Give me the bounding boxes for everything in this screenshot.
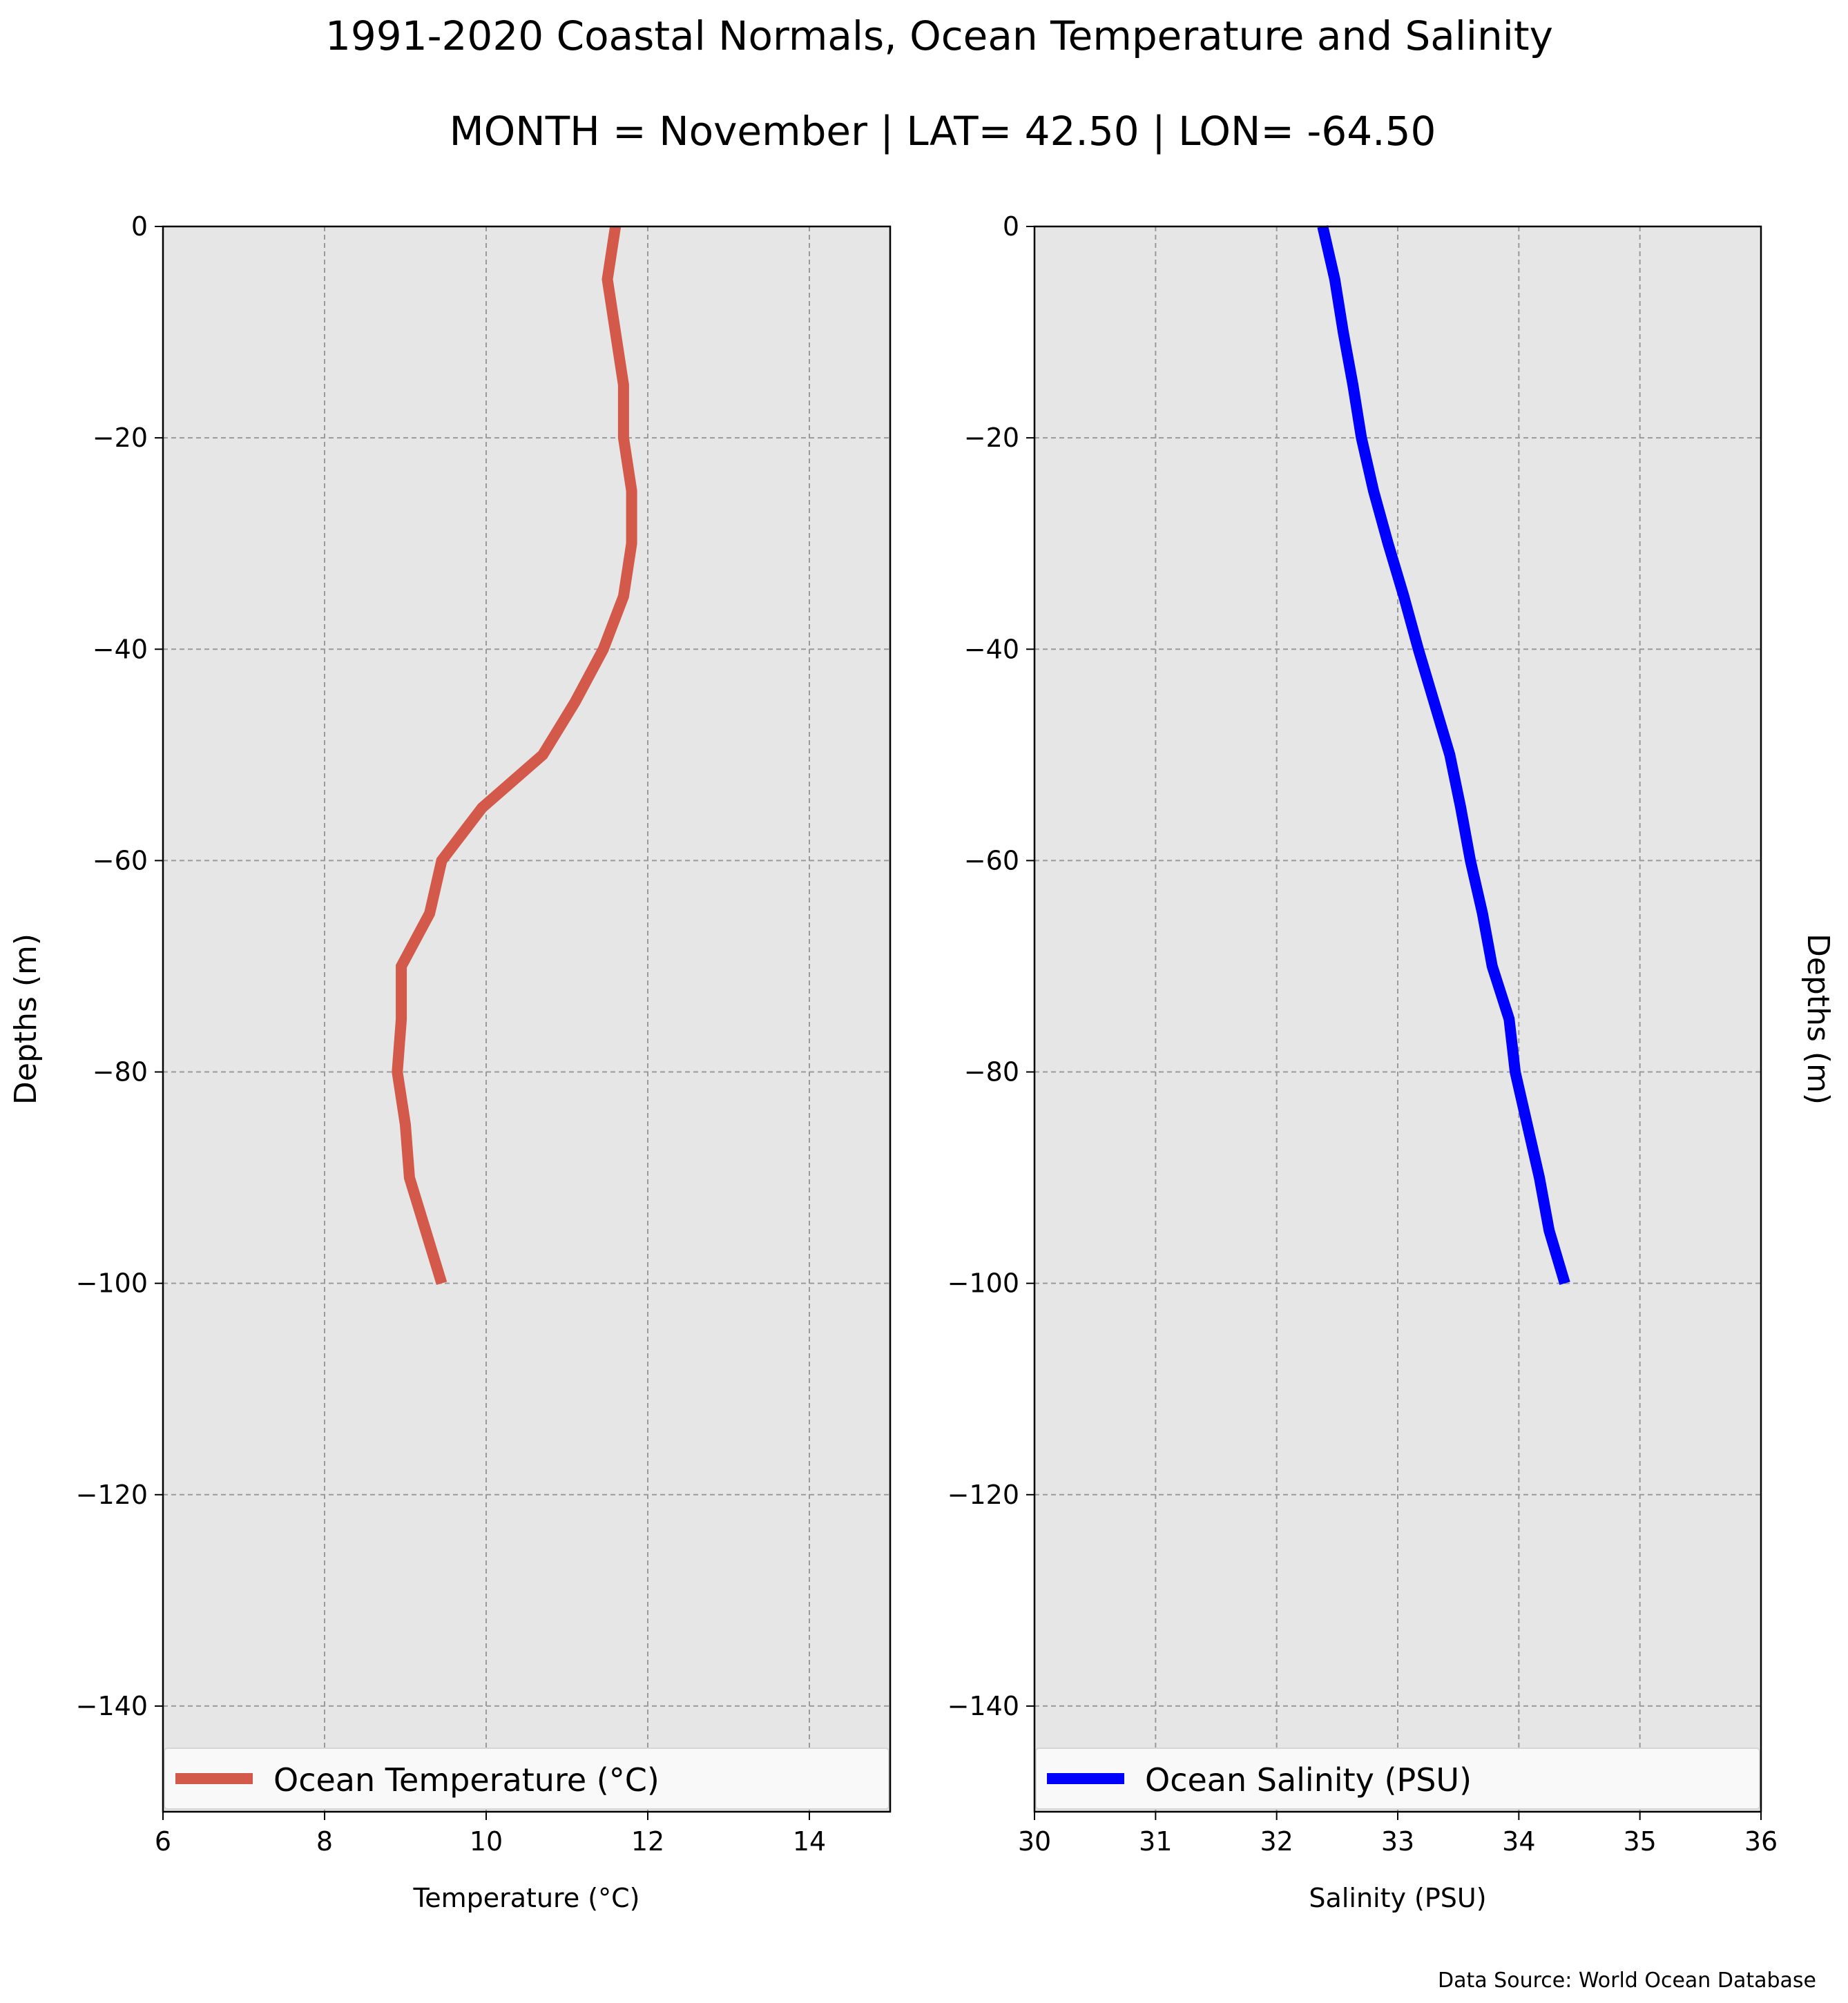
temperature-panel: Ocean Temperature (°C) 6 8 10 12 14 0 −20 −40 −60… (8, 211, 892, 1913)
temperature-ytick-label: −100 (76, 1268, 148, 1299)
temperature-data-point (441, 1283, 443, 1284)
salinity-legend-box (1035, 1748, 1760, 1810)
salinity-legend-label: Ocean Salinity (PSU) (1145, 1761, 1472, 1799)
temperature-data-point (425, 1230, 426, 1231)
temperature-data-point (607, 279, 608, 280)
temperature-xlabel: Temperature (°C) (413, 1883, 640, 1913)
temperature-xtick-label: 10 (470, 1826, 503, 1857)
temperature-data-point (623, 596, 624, 597)
salinity-data-point (1403, 596, 1405, 597)
temperature-ytick-label: 0 (131, 211, 148, 242)
salinity-data-point (1470, 860, 1471, 861)
salinity-xtick-label: 33 (1381, 1826, 1414, 1857)
figure-title: 1991-2020 Coastal Normals, Ocean Tempera… (325, 12, 1553, 59)
temperature-data-point (481, 807, 483, 809)
temperature-data-point (631, 543, 633, 544)
temperature-ytick-label: −120 (76, 1480, 148, 1510)
salinity-ytick-label: −120 (947, 1480, 1019, 1510)
temperature-data-point (409, 1177, 410, 1179)
salinity-data-point (1334, 279, 1336, 280)
temperature-ylabel: Depths (m) (8, 933, 44, 1105)
salinity-ytick-label: 0 (1003, 211, 1019, 242)
temperature-ytick-label: −140 (76, 1691, 148, 1721)
temperature-data-point (401, 1018, 402, 1020)
temperature-plot-area (163, 226, 890, 1812)
salinity-xtick-label: 35 (1623, 1826, 1656, 1857)
salinity-ytick-label: −40 (964, 634, 1019, 664)
temperature-xtick-label: 12 (631, 1826, 664, 1857)
temperature-data-point (603, 648, 604, 650)
salinity-ytick-label: −80 (964, 1057, 1019, 1087)
temperature-data-point (401, 966, 402, 967)
salinity-data-point (1373, 490, 1374, 492)
salinity-panel: Ocean Salinity (PSU) 30 31 32 33 34 35 36 0 −20 −4… (947, 211, 1836, 1913)
temperature-ytick-label: −60 (93, 845, 148, 875)
salinity-ytick-label: −140 (947, 1691, 1019, 1721)
source-note: Data Source: World Ocean Database (1438, 1968, 1816, 1993)
salinity-xtick-label: 34 (1502, 1826, 1535, 1857)
salinity-data-point (1387, 543, 1389, 544)
salinity-data-point (1539, 1177, 1540, 1179)
salinity-xtick-label: 32 (1260, 1826, 1293, 1857)
salinity-data-point (1564, 1283, 1566, 1284)
salinity-data-point (1342, 331, 1344, 333)
figure-subtitle: MONTH = November | LAT= 42.50 | LON= -64… (450, 108, 1436, 155)
salinity-xtick-label: 31 (1139, 1826, 1172, 1857)
temperature-xtick-label: 6 (155, 1826, 171, 1857)
salinity-ytick-label: −100 (947, 1268, 1019, 1299)
temperature-ytick-label: −40 (93, 634, 148, 664)
salinity-ytick-label: −60 (964, 845, 1019, 875)
salinity-ylabel: Depths (m) (1800, 933, 1836, 1105)
temperature-data-point (441, 860, 443, 861)
salinity-xtick-label: 30 (1018, 1826, 1051, 1857)
salinity-ytick-label: −20 (964, 423, 1019, 453)
salinity-data-point (1508, 1018, 1510, 1020)
temperature-data-point (615, 331, 616, 333)
temperature-xtick-label: 8 (316, 1826, 333, 1857)
temperature-ytick-label: −20 (93, 423, 148, 453)
temperature-data-point (631, 490, 633, 492)
salinity-data-point (1548, 1230, 1550, 1231)
temperature-legend-label: Ocean Temperature (°C) (273, 1761, 660, 1799)
salinity-plot-area (1034, 226, 1761, 1812)
temperature-xtick-label: 14 (793, 1826, 826, 1857)
salinity-xtick-label: 36 (1744, 1826, 1778, 1857)
temperature-axes-frame (162, 225, 892, 1813)
temperature-legend-box (164, 1748, 889, 1810)
temperature-ytick-label: −80 (93, 1057, 148, 1087)
salinity-xlabel: Salinity (PSU) (1309, 1883, 1486, 1913)
